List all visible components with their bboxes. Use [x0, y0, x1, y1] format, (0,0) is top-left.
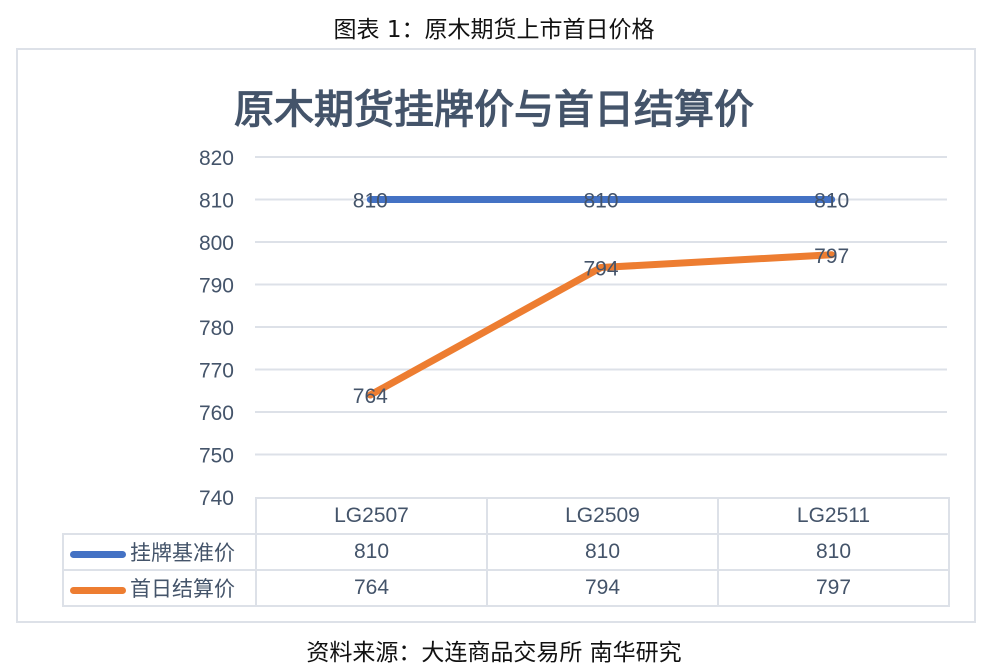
table-cell: 810 [717, 533, 950, 571]
figure-caption: 图表 1：原木期货上市首日价格 [333, 17, 655, 43]
table-row: 首日结算价 764 794 797 [62, 569, 950, 607]
data-label: 764 [353, 385, 388, 408]
data-label: 797 [814, 245, 849, 268]
y-tick-label: 780 [199, 317, 234, 340]
y-tick-label: 750 [199, 445, 234, 468]
table-corner [63, 498, 257, 535]
legend-item-listing-price: 挂牌基准价 [62, 533, 257, 571]
y-tick-label: 810 [199, 190, 234, 213]
table-cell: 797 [717, 569, 950, 607]
legend-label: 首日结算价 [130, 577, 235, 601]
column-header: LG2507 [255, 497, 488, 535]
series-line [366, 251, 836, 399]
data-label: 810 [353, 190, 388, 213]
data-label: 810 [583, 190, 618, 213]
table-cell: 794 [486, 569, 719, 607]
data-labels: 810 810 810 764 794 797 [353, 190, 849, 409]
table-header-row: LG2507 LG2509 LG2511 [63, 497, 950, 535]
blue-line-swatch-icon [70, 550, 126, 558]
orange-line-swatch-icon [70, 586, 126, 594]
y-tick-label: 800 [199, 232, 234, 255]
y-tick-label: 770 [199, 360, 234, 383]
table-row: 挂牌基准价 810 810 810 [62, 533, 950, 571]
data-label: 794 [583, 258, 618, 281]
table-cell: 764 [255, 569, 488, 607]
series-lines [366, 196, 836, 399]
chart-title: 原木期货挂牌价与首日结算价 [234, 87, 754, 133]
legend-label: 挂牌基准价 [130, 541, 235, 565]
data-table: LG2507 LG2509 LG2511 挂牌基准价 810 810 810 首… [62, 497, 950, 607]
legend-item-settlement-price: 首日结算价 [62, 569, 257, 607]
table-cell: 810 [255, 533, 488, 571]
y-tick-label: 760 [199, 402, 234, 425]
data-label: 810 [814, 190, 849, 213]
y-tick-label: 790 [199, 275, 234, 298]
table-cell: 810 [486, 533, 719, 571]
column-header: LG2509 [486, 497, 719, 535]
chart-frame [16, 48, 976, 623]
source-note: 资料来源：大连商品交易所 南华研究 [306, 640, 682, 666]
y-tick-label: 820 [199, 147, 234, 170]
column-header: LG2511 [717, 497, 950, 535]
